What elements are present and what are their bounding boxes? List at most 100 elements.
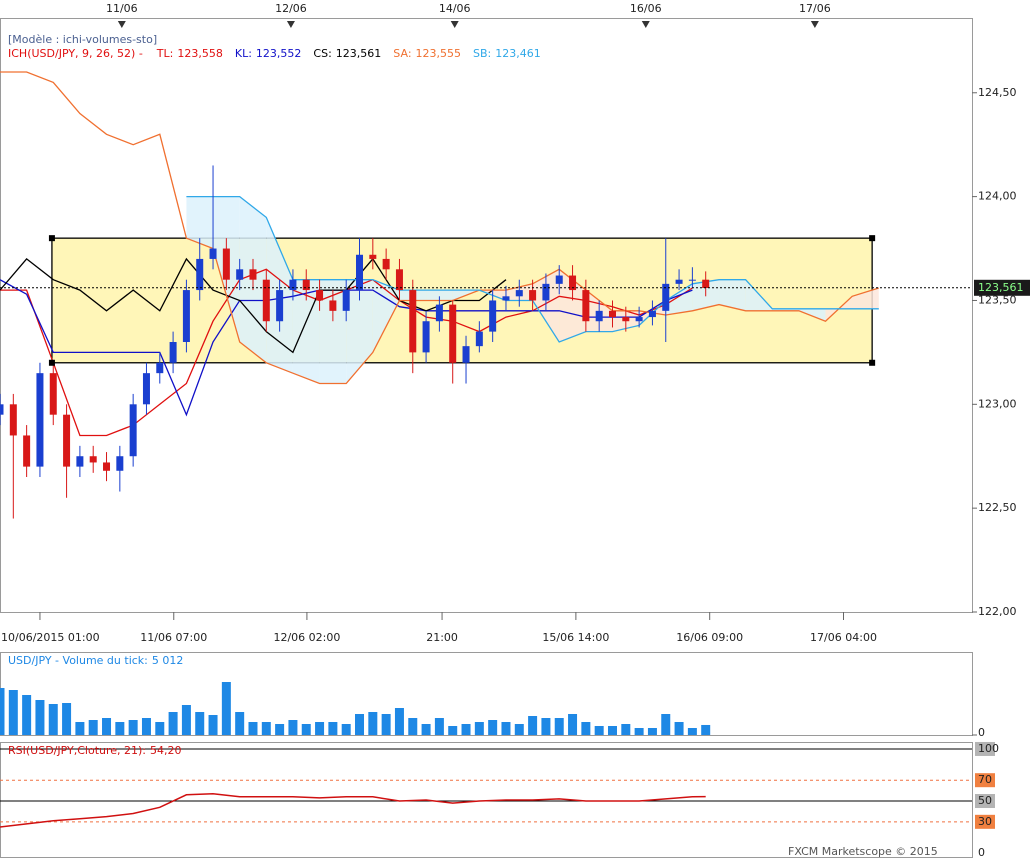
- candle-body: [622, 317, 630, 322]
- candle-body: [475, 331, 483, 347]
- candle-body: [9, 404, 17, 436]
- candle-body: [462, 346, 470, 363]
- candle-body: [222, 248, 230, 280]
- candle-body: [449, 304, 457, 363]
- x-tick-label: 15/06 14:00: [542, 631, 609, 644]
- candle-body: [116, 456, 124, 471]
- y-tick-label: 50: [978, 794, 992, 807]
- x2-tick: [641, 21, 650, 28]
- footer: FXCM Marketscope © 2015: [788, 845, 938, 858]
- x2-tick-label: 16/06: [630, 2, 662, 15]
- y-tick-label: 123,50: [978, 293, 1017, 306]
- volume-bar: [421, 724, 431, 735]
- last-price-label: 123,561: [978, 281, 1024, 294]
- level-label-box: [975, 814, 995, 829]
- level-label-box: [975, 773, 995, 788]
- volume-bar: [328, 722, 338, 735]
- legend-name: CS:: [313, 47, 331, 60]
- candle-body: [515, 290, 523, 297]
- candle-body: [555, 275, 563, 284]
- rsi-panel-frame: [0, 742, 973, 858]
- y-tick-label: 124,50: [978, 86, 1017, 99]
- legend-name: KL:: [235, 47, 252, 60]
- volume-bar: [607, 726, 617, 735]
- panel-title: RSI(USD/JPY,Cloture, 21):: [8, 744, 146, 757]
- candle-body: [688, 279, 696, 281]
- candle-body: [382, 258, 390, 270]
- candle-body: [662, 283, 670, 311]
- volume-bar: [315, 722, 325, 735]
- volume-bar: [541, 718, 551, 735]
- cloud: [319, 279, 347, 384]
- level-label-box: [975, 846, 995, 860]
- volume-bar: [661, 714, 671, 735]
- cloud: [426, 290, 453, 301]
- level-label-box: [975, 794, 995, 809]
- legend-title: ICH(USD/JPY, 9, 26, 52) -: [8, 47, 143, 60]
- volume-bar: [647, 728, 657, 735]
- last-price-box: [974, 279, 1030, 296]
- volume-bar: [181, 705, 191, 735]
- candle-body: [595, 310, 603, 322]
- legend-name: SB:: [473, 47, 491, 60]
- candle-body: [276, 290, 284, 322]
- candle-body: [409, 290, 417, 353]
- volume-bar: [22, 695, 32, 735]
- x2-tick-label: 11/06: [106, 2, 138, 15]
- candle-body: [63, 414, 71, 467]
- candle-body: [262, 279, 270, 322]
- main-plot: [0, 71, 879, 519]
- x2-tick-label: 14/06: [439, 2, 471, 15]
- volume-bar: [88, 720, 98, 735]
- candle-body: [422, 321, 430, 353]
- y-tick-label: 124,00: [978, 190, 1017, 203]
- candle-body: [635, 317, 643, 322]
- rsi-line: [0, 792, 706, 828]
- cloud: [852, 288, 879, 309]
- volume-bar: [288, 720, 298, 735]
- panel-title-value: 54,20: [150, 744, 182, 757]
- x2-tick: [117, 21, 126, 28]
- candle-body: [582, 290, 590, 322]
- volume-bar: [62, 703, 72, 735]
- y-tick-label: 122,50: [978, 501, 1017, 514]
- candle-body: [329, 300, 337, 311]
- x2-tick-label: 12/06: [275, 2, 307, 15]
- volume-bar: [75, 722, 85, 735]
- volume-bar: [581, 722, 591, 735]
- volume-bar: [621, 724, 631, 735]
- candle-body: [49, 373, 57, 415]
- volume-bar: [355, 714, 365, 735]
- candle-body: [196, 258, 204, 291]
- volume-bar: [461, 724, 471, 735]
- volume-bar: [488, 720, 498, 735]
- candle-body: [608, 310, 616, 318]
- candle-body: [542, 283, 550, 301]
- volume-bar: [301, 724, 311, 735]
- x-tick-label: 21:00: [426, 631, 458, 644]
- candle-body: [369, 254, 377, 259]
- x-tick-label: 11/06 07:00: [140, 631, 207, 644]
- cloud: [346, 279, 373, 384]
- candle-body: [103, 462, 111, 471]
- volume-bar: [381, 714, 391, 735]
- volume-bar: [102, 718, 112, 735]
- volume-bar: [594, 726, 604, 735]
- legend-value: 123,561: [336, 47, 382, 60]
- candle-body: [76, 456, 84, 467]
- y-tick-label: 0: [978, 726, 985, 739]
- box-handle: [869, 235, 876, 242]
- candle-body: [569, 275, 577, 291]
- y-tick-label: 0: [978, 846, 985, 859]
- box-handle: [869, 359, 876, 366]
- candle-body: [236, 269, 244, 280]
- volume-bar: [195, 712, 205, 735]
- panel-title-value: 5 012: [152, 654, 184, 667]
- candle-body: [23, 435, 31, 467]
- x-tick-label: 17/06 04:00: [810, 631, 877, 644]
- volume-bar: [35, 700, 45, 735]
- volume-bar: [634, 728, 644, 735]
- volume-bar: [687, 728, 697, 735]
- volume-bar: [168, 712, 178, 735]
